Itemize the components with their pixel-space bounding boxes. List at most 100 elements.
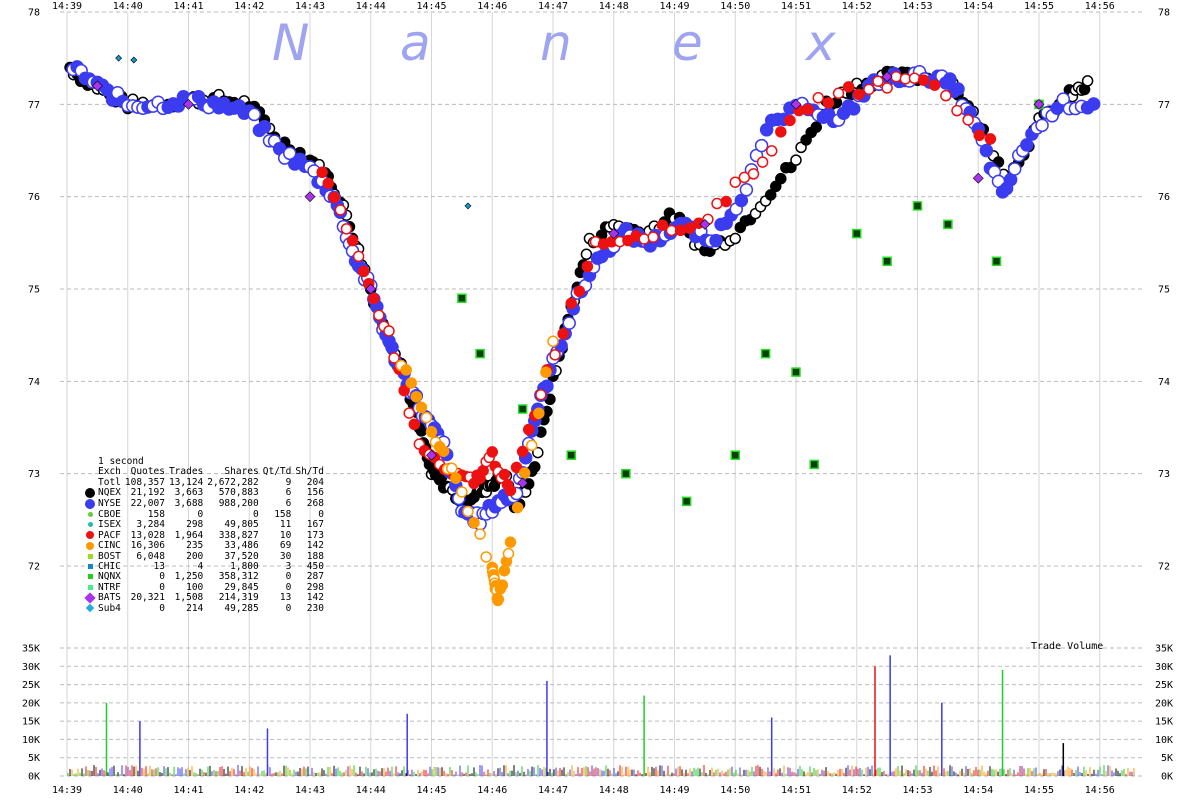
legend-marker <box>84 520 96 530</box>
legend-marker-swatch <box>87 553 93 559</box>
watermark-letter-a: a <box>400 14 431 72</box>
stats-cell-exch: Sub4 <box>98 602 121 614</box>
price-point-pacf <box>328 191 341 204</box>
price-tick-right: 75 <box>1158 285 1170 296</box>
legend-marker-swatch <box>86 531 94 540</box>
stats-header-row: Exch Quotes Trades Shares Qt/Td Sh/Td <box>84 466 324 478</box>
price-point-cinc <box>425 426 438 438</box>
stats-cell-shares: 37,520 <box>224 550 259 562</box>
stats-cell-exch: NTRF <box>98 581 121 593</box>
stats-row-ntrf: NTRF 0 100 29,845 0 298 <box>84 581 324 593</box>
x-tick-bottom: 14:53 <box>902 785 932 796</box>
price-tick-left: 74 <box>28 377 40 388</box>
stats-cell-quotes: 22,007 <box>130 498 165 510</box>
price-point-pacf <box>863 83 875 96</box>
x-tick-bottom: 14:51 <box>781 785 811 796</box>
stats-cell-trades: 214 <box>186 602 204 614</box>
price-point-cinc <box>504 536 517 548</box>
volume-tick-right: 0K <box>1161 772 1173 783</box>
price-point-cinc <box>468 516 480 529</box>
stats-cell-shares: 988,200 <box>218 498 259 510</box>
price-point-cinc <box>540 366 552 378</box>
x-tick-top: 14:55 <box>1024 1 1054 12</box>
price-point-pacf <box>853 88 865 101</box>
price-point-nqex <box>770 180 782 193</box>
price-point-pacf <box>368 292 380 305</box>
volume-chart-title: Trade Volume <box>1031 641 1104 652</box>
x-tick-bottom: 14:48 <box>599 785 629 796</box>
stats-row-isex: ISEX 3,284 298 49,805 11 167 <box>84 520 324 530</box>
stats-row-nyse: NYSE 22,007 3,688 988,200 6 268 <box>84 499 324 510</box>
stats-cell-trades: 1,964 <box>174 529 204 541</box>
price-point-pacf <box>908 72 921 84</box>
price-point-nqex <box>775 172 787 185</box>
header-trades: Trades <box>168 466 204 478</box>
stats-cell-shares: 29,845 <box>224 581 259 593</box>
price-point-pacf <box>486 446 498 458</box>
stats-cell-shtd: 298 <box>306 581 324 593</box>
price-point-pacf <box>872 75 884 87</box>
stats-cell-qttd: 9 <box>285 476 292 488</box>
stats-table: Exch Quotes Trades Shares Qt/Td Sh/Td To… <box>84 466 324 614</box>
price-point-pacf <box>832 87 845 100</box>
volume-tick-left: 10K <box>22 735 40 746</box>
volume-tick-right: 15K <box>1155 717 1173 728</box>
price-point-nyse <box>739 183 754 197</box>
price-point-pacf <box>775 126 787 138</box>
stats-cell-quotes: 13 <box>153 561 165 573</box>
x-tick-top: 14:47 <box>538 1 568 12</box>
price-point-pacf <box>802 103 814 116</box>
exchange-stats-legend: 1 second Exch Quotes Trades Shares Qt/Td… <box>84 456 324 614</box>
price-point-bats <box>608 228 620 240</box>
x-tick-top: 14:51 <box>781 1 811 12</box>
stats-cell-shtd: 173 <box>306 529 324 541</box>
price-point-pacf <box>498 468 511 481</box>
stats-table-body: Totl 108,357 13,124 2,672,282 9 204 NQEX 21,192… <box>84 476 324 614</box>
price-tick-right: 74 <box>1158 377 1170 388</box>
x-tick-top: 14:39 <box>52 1 82 12</box>
price-point-pacf <box>334 204 347 216</box>
stats-cell-shares: 358,312 <box>218 571 259 583</box>
price-point-nqex <box>810 121 822 133</box>
stats-cell-shtd: 450 <box>306 561 324 573</box>
x-tick-bottom: 14:40 <box>113 785 143 796</box>
stats-cell-trades: 200 <box>186 550 204 562</box>
stats-cell-quotes: 0 <box>159 581 165 593</box>
stats-cell-shares: 1,800 <box>230 561 259 573</box>
price-tick-left: 78 <box>28 8 40 19</box>
price-point-ntrf <box>566 450 576 460</box>
stats-cell-qttd: 6 <box>285 498 292 510</box>
x-tick-top: 14:56 <box>1085 1 1115 12</box>
stats-cell-qttd: 0 <box>285 581 292 593</box>
price-point-pacf <box>510 461 523 474</box>
stats-cell-shares: 570,883 <box>218 487 259 499</box>
price-point-cinc <box>415 401 428 414</box>
x-tick-bottom: 14:44 <box>356 785 386 796</box>
price-point-pacf <box>747 168 760 180</box>
price-point-bats <box>426 449 437 461</box>
stats-cell-exch: PACF <box>98 529 121 541</box>
legend-marker <box>84 552 96 562</box>
price-point-cinc <box>456 486 468 498</box>
price-point-pacf <box>842 81 855 93</box>
legend-marker <box>84 531 96 541</box>
price-point-ntrf <box>912 201 923 211</box>
price-point-pacf <box>674 224 687 237</box>
volume-tick-left: 5K <box>28 753 40 764</box>
price-point-ntrf <box>681 496 692 507</box>
stats-cell-shares: 214,319 <box>218 592 259 604</box>
price-point-nqex <box>529 461 541 473</box>
stats-row-bost: BOST 6,048 200 37,520 30 188 <box>84 550 324 562</box>
stats-cell-exch: CHIC <box>98 561 121 573</box>
legend-marker-swatch <box>87 574 93 580</box>
stats-cell-shtd: 0 <box>318 509 324 521</box>
price-point-pacf <box>408 418 421 431</box>
stats-cell-shares: 2,672,282 <box>207 476 259 488</box>
stats-row-sub4: Sub4 0 214 49,285 0 230 <box>84 602 324 614</box>
price-point-pacf <box>638 233 650 245</box>
stats-cell-trades: 13,124 <box>168 476 204 488</box>
price-point-pacf <box>373 309 385 321</box>
stats-cell-exch: BATS <box>98 592 121 604</box>
price-point-cinc <box>420 411 433 424</box>
price-point-nyse <box>1056 92 1071 106</box>
